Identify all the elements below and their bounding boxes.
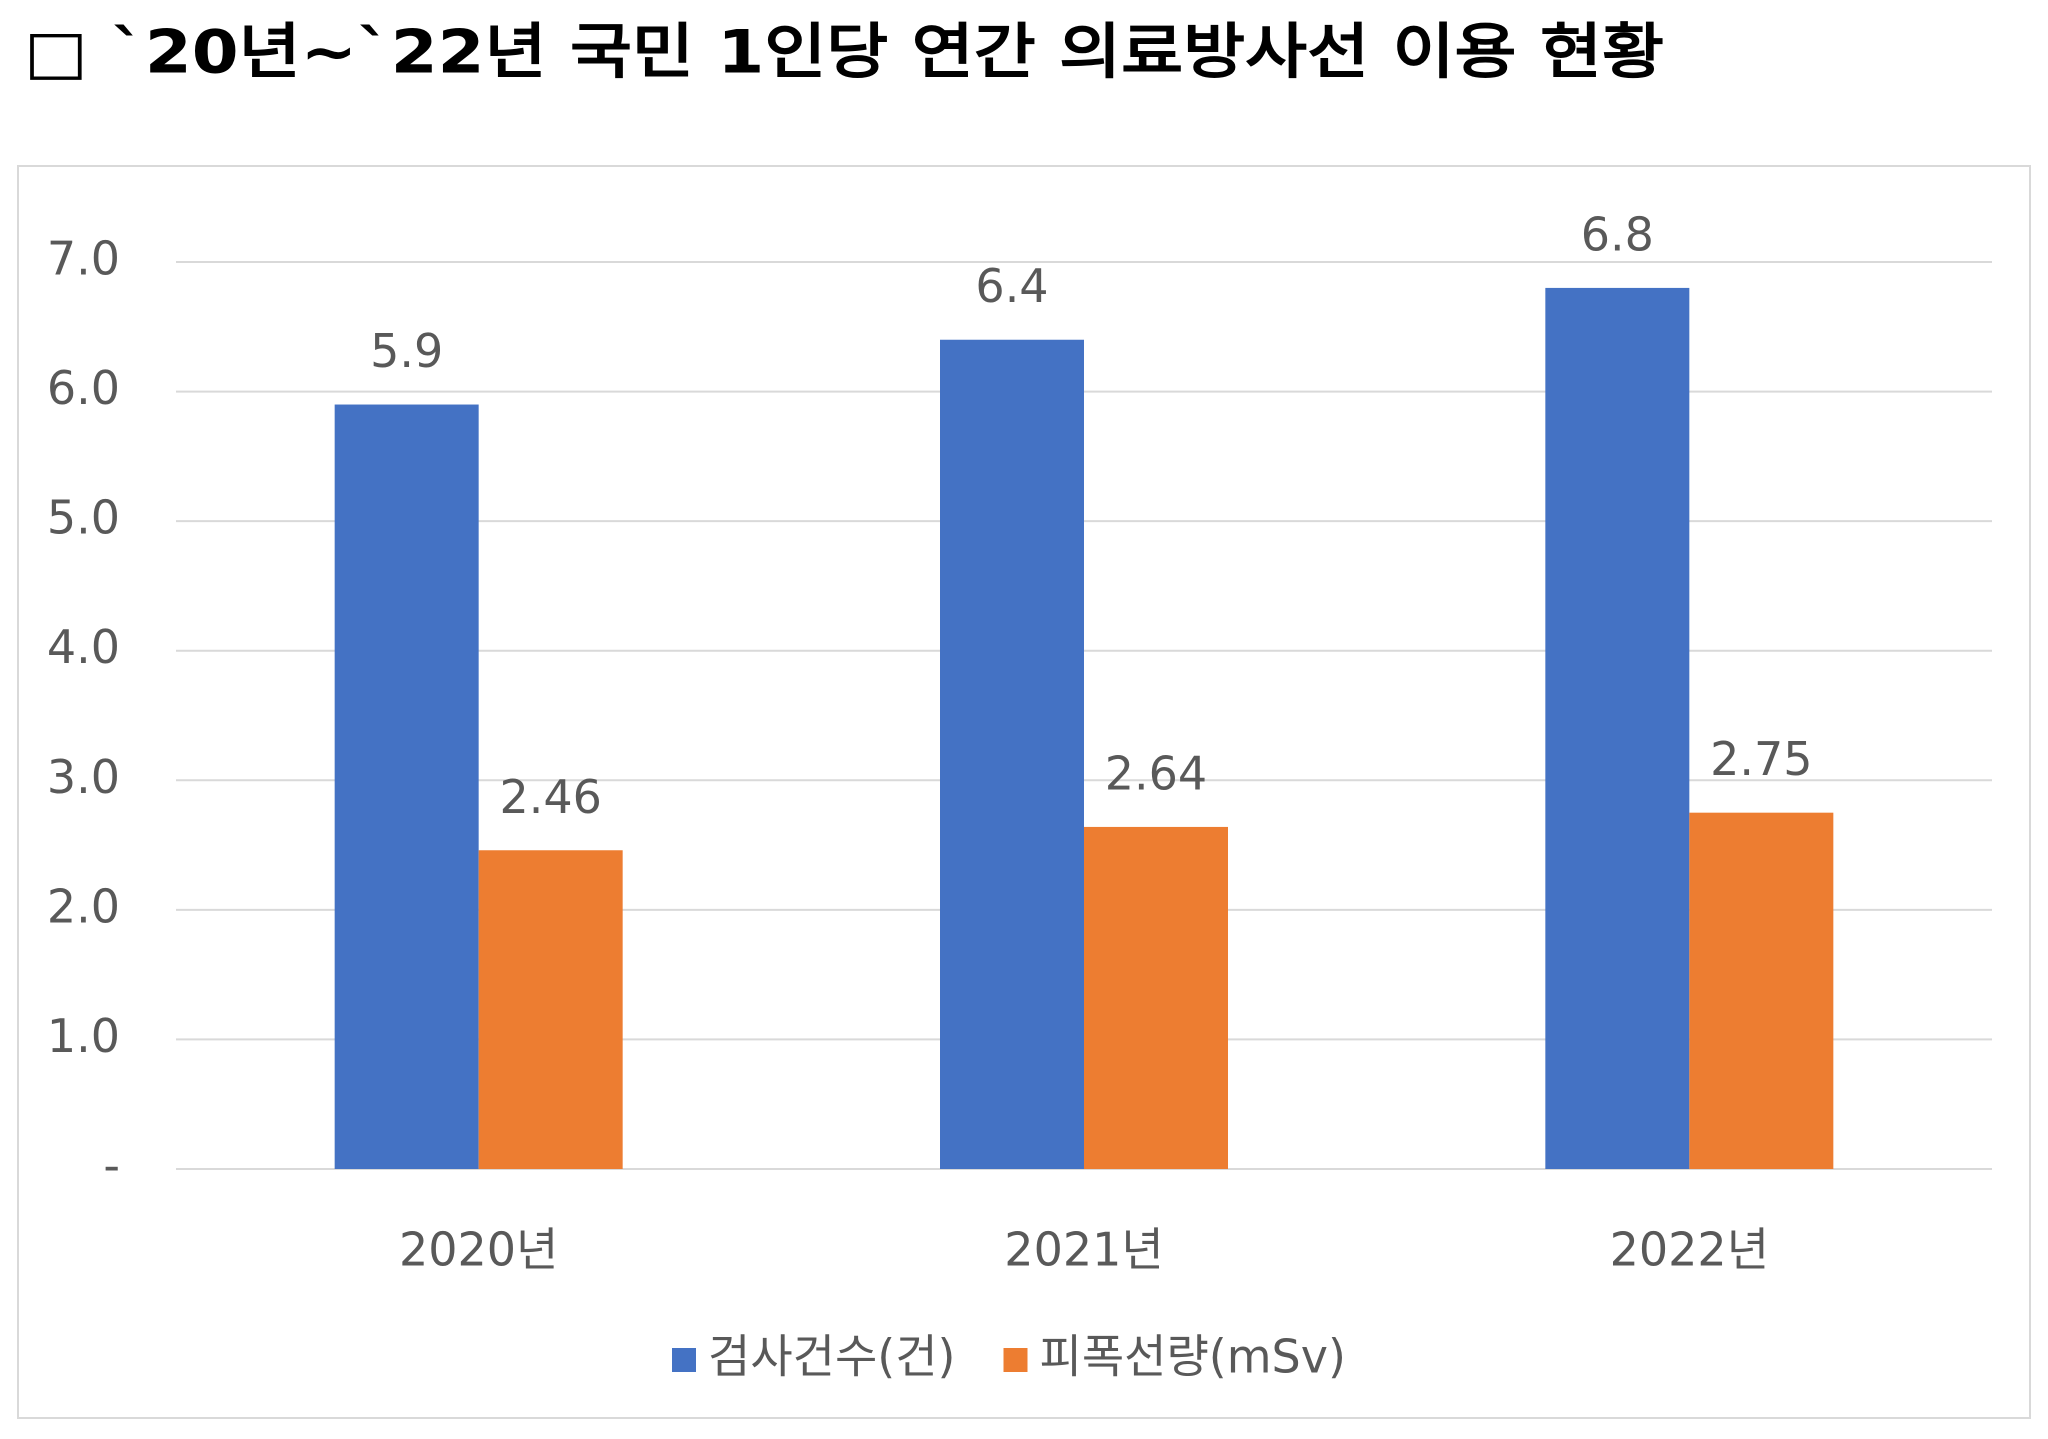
value-label: 5.9	[370, 324, 443, 378]
x-tick-label: 2020년	[399, 1223, 558, 1277]
bar	[1545, 287, 1690, 1169]
chart-title: □ `20년~`22년 국민 1인당 연간 의료방사선 이용 현황	[24, 18, 1664, 88]
bar	[334, 404, 479, 1169]
value-label: 6.8	[1581, 207, 1654, 261]
value-label: 2.75	[1710, 732, 1812, 786]
legend-label: 피폭선량(mSv)	[1040, 1330, 1346, 1384]
y-tick-label: 7.0	[47, 232, 120, 286]
value-label: 2.64	[1105, 746, 1207, 800]
x-tick-label: 2022년	[1610, 1223, 1769, 1277]
y-tick-label: -	[103, 1139, 120, 1193]
y-tick-label: 5.0	[47, 491, 120, 545]
y-tick-label: 1.0	[47, 1009, 120, 1063]
bar	[478, 850, 623, 1169]
legend-swatch	[672, 1348, 696, 1372]
value-label: 2.46	[499, 770, 601, 824]
bar	[1689, 812, 1834, 1169]
y-tick-label: 3.0	[47, 750, 120, 804]
legend-label: 검사건수(건)	[708, 1330, 956, 1384]
bar	[940, 339, 1084, 1169]
y-tick-label: 2.0	[47, 879, 120, 933]
y-tick-label: 6.0	[47, 361, 120, 415]
y-tick-label: 4.0	[47, 620, 120, 674]
bar	[1084, 826, 1228, 1169]
value-label: 6.4	[975, 259, 1048, 313]
legend-swatch	[1003, 1348, 1028, 1372]
x-tick-label: 2021년	[1004, 1223, 1163, 1277]
